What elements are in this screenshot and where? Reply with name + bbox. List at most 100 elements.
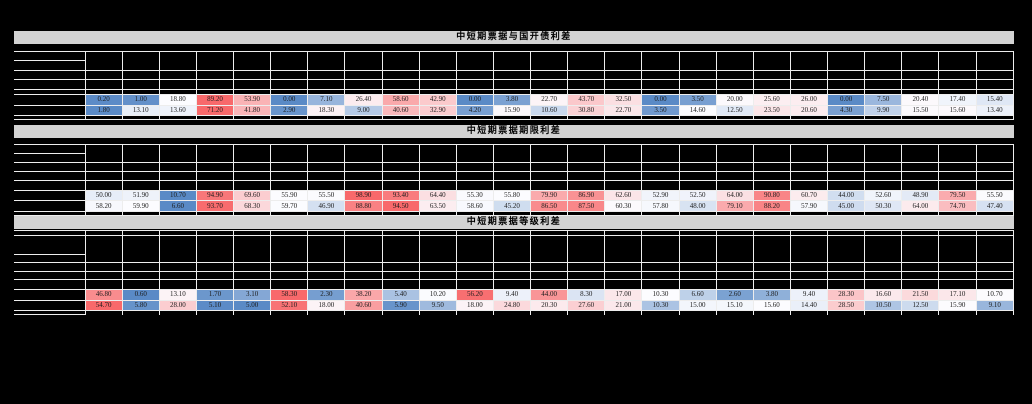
header-grid-cell (678, 234, 717, 264)
header-grid-cell (715, 79, 754, 90)
header-grid-cell (418, 171, 457, 182)
header-grid-cell (604, 278, 643, 290)
heatmap-cell: 41.80 (232, 104, 272, 117)
header-grid-cell (604, 50, 643, 71)
header-grid-cell (715, 270, 754, 280)
header-grid-cell (901, 79, 940, 90)
heatmap-cell: 18.00 (455, 299, 494, 312)
header-grid-cell (864, 270, 903, 280)
header-grid-cell (418, 162, 457, 173)
header-grid-cell (789, 234, 829, 264)
header-grid-cell (381, 143, 420, 164)
footer-tick-cell (641, 115, 680, 121)
footer-tick-cell (381, 115, 420, 121)
heatmap-data-row: 0.20 1.00 18.80 89.20 53.90 0.00 7.10 26.40 58.6… (14, 94, 1014, 106)
footer-tick-cell (307, 310, 346, 315)
footer-tick-cell (938, 211, 977, 217)
header-grid-cell (381, 79, 420, 90)
header-grid-cell (641, 262, 680, 272)
heatmap-cell: 17.00 (604, 288, 643, 301)
header-grid-cell (864, 162, 903, 173)
header-grid-cell (492, 234, 532, 264)
header-grid-cell (492, 171, 532, 182)
row-label-cell (14, 235, 85, 255)
heatmap-cell: 28.50 (826, 299, 866, 312)
heatmap-cell: 9.00 (344, 104, 383, 117)
row-label-cell (14, 144, 85, 154)
header-grid-cell (715, 278, 754, 290)
header-grid-cell (121, 79, 160, 90)
header-grid-cell (529, 50, 569, 71)
footer-tick-cell (121, 115, 160, 121)
heatmap-cell: 46.80 (84, 288, 123, 301)
header-grid-cell (938, 171, 977, 182)
header-grid-cell (158, 79, 197, 90)
footer-tick-cell (418, 310, 457, 315)
header-grid-cell (455, 262, 494, 272)
header-grid-cell (158, 50, 197, 71)
footer-label-cell (14, 211, 85, 217)
row-label-cell (14, 254, 85, 264)
header-grid-cell (84, 162, 123, 173)
footer-tick-cell (864, 115, 903, 121)
heatmap-cell: 4.30 (826, 104, 866, 117)
header-grid-cell (418, 234, 457, 264)
heatmap-cell: 58.20 (84, 200, 123, 213)
footer-tick-cell (195, 115, 235, 121)
header-grid-cell (715, 162, 754, 173)
heatmap-cell: 18.00 (307, 299, 346, 312)
header-grid-cell (307, 69, 346, 80)
heatmap-cell: 3.10 (232, 288, 272, 301)
header-grid-cell (938, 143, 977, 164)
header-grid-cell (789, 69, 829, 80)
header-grid-cell (455, 79, 494, 90)
row-label-cell (14, 230, 85, 236)
row-label-cell (14, 279, 85, 290)
heatmap-cell: 32.90 (418, 104, 457, 117)
header-grid-cell (344, 180, 383, 191)
header-grid-cell (455, 278, 494, 290)
header-grid-cell (84, 270, 123, 280)
heatmap-table-slot: 46.80 0.60 13.10 1.70 3.10 58.30 2.30 38.20 5.40… (14, 230, 1014, 316)
footer-tick-cell (529, 310, 569, 315)
row-label-cell (14, 300, 85, 312)
heatmap-cell: 42.90 (418, 94, 457, 106)
header-grid-cell (789, 262, 829, 272)
header-grid-cell (715, 143, 754, 164)
heatmap-cell: 20.30 (529, 299, 569, 312)
header-grid-cell (752, 234, 791, 264)
header-grid-cell (567, 171, 606, 182)
header-grid-cell (121, 69, 160, 80)
header-grid-cell (938, 262, 977, 272)
heatmap-cell: 62.60 (604, 189, 643, 202)
heatmap-cell: 15.40 (975, 94, 1014, 106)
header-grid-cell (938, 69, 977, 80)
header-grid-cell (121, 50, 160, 71)
header-grid-cell (270, 143, 309, 164)
header-grid-cell (307, 180, 346, 191)
heatmap-cell: 13.60 (158, 104, 197, 117)
footer-tick-cell (232, 310, 272, 315)
header-grid-cell (715, 50, 754, 71)
header-grid-cell (344, 69, 383, 80)
header-grid-cell (641, 270, 680, 280)
heatmap-data-row: 50.00 51.90 10.70 94.90 69.60 55.90 55.50 98.90… (14, 189, 1014, 202)
heatmap-cell: 3.50 (678, 94, 717, 106)
header-grid-cell (307, 143, 346, 164)
header-grid-cell (641, 69, 680, 80)
heatmap-cell: 0.60 (121, 288, 160, 301)
header-grid-cell (529, 278, 569, 290)
header-grid-cell (604, 262, 643, 272)
header-grid-cell (641, 50, 680, 71)
header-grid-cell (158, 162, 197, 173)
footer-tick-cell (307, 115, 346, 121)
header-grid-cell (307, 270, 346, 280)
heatmap-cell: 5.00 (232, 299, 272, 312)
header-grid-cell (529, 171, 569, 182)
row-label-cell (14, 162, 85, 173)
heatmap-cell: 6.60 (158, 200, 197, 213)
footer-tick-cell (752, 115, 791, 121)
header-grid-cell (492, 143, 532, 164)
heatmap-cell: 57.90 (789, 200, 829, 213)
